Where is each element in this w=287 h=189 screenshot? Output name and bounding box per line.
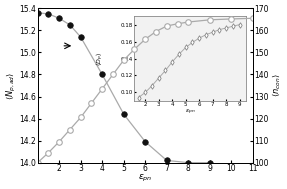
Y-axis label: $\langle n_{con} \rangle$: $\langle n_{con} \rangle$ <box>270 74 282 98</box>
X-axis label: $\varepsilon_{pn}$: $\varepsilon_{pn}$ <box>138 173 152 184</box>
Y-axis label: $\langle N_{p,ad} \rangle$: $\langle N_{p,ad} \rangle$ <box>5 71 18 100</box>
